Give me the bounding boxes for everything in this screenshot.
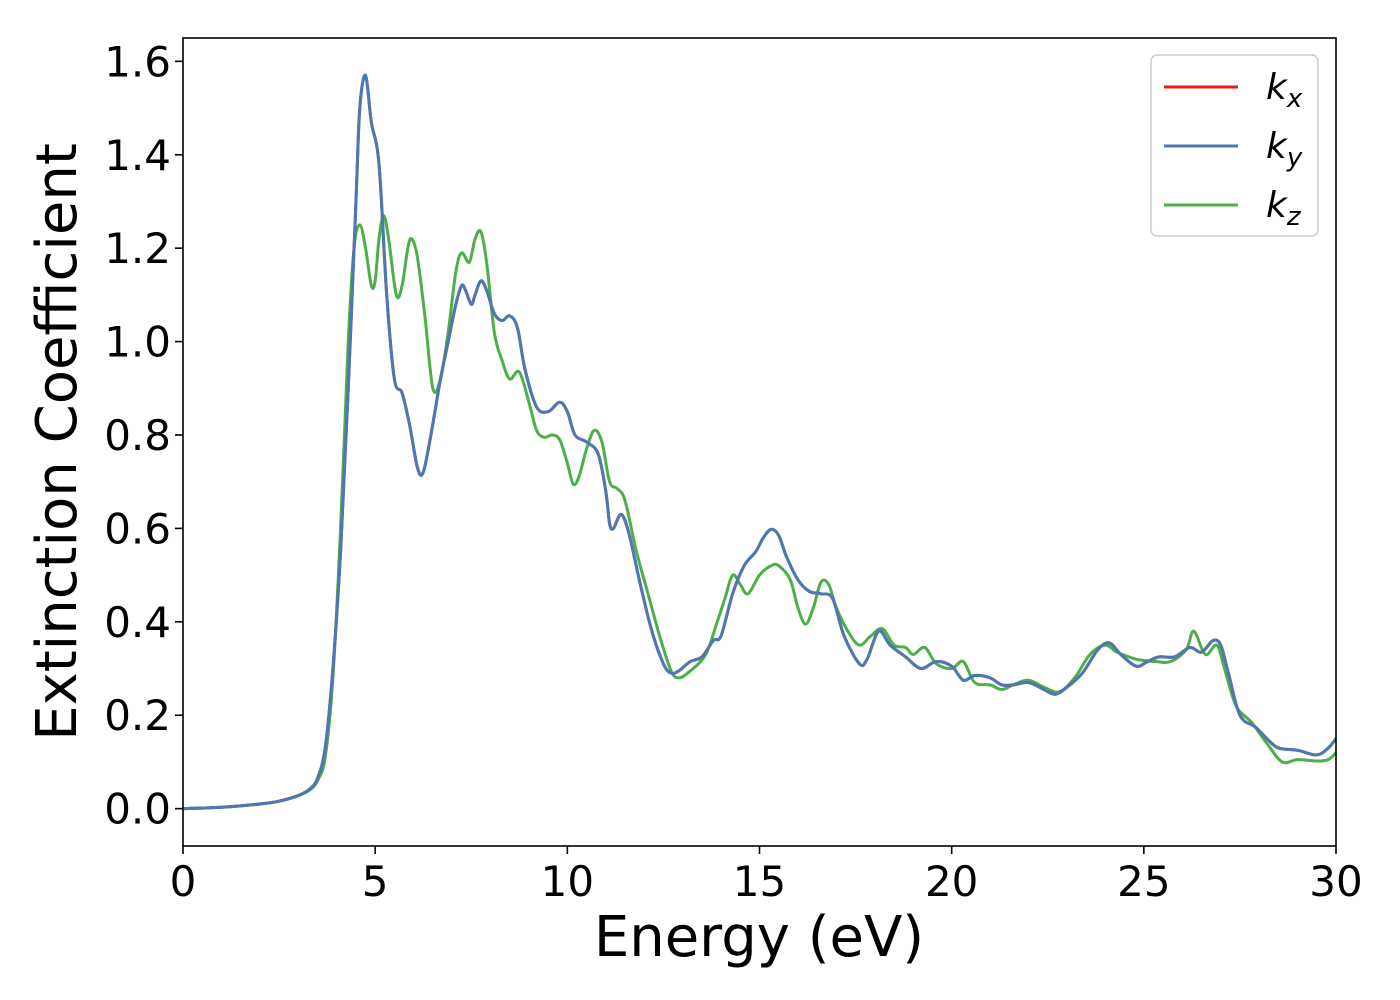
x-axis-title: Energy (eV) [594, 905, 924, 970]
y-tick-label: 1.4 [104, 131, 171, 180]
legend-label: kz [1266, 185, 1302, 232]
y-tick-label: 0.4 [104, 598, 171, 647]
x-axis-ticks: 0 5 10 15 20 25 30 [170, 846, 1363, 906]
y-axis-ticks: 0.0 0.2 0.4 0.6 0.8 1.0 1.2 1.4 1.6 [104, 37, 183, 834]
legend-entry-k-y: ky [1164, 126, 1303, 173]
series-line-k-y [183, 73, 1336, 811]
x-tick-label: 30 [1309, 857, 1362, 906]
x-tick-label: 15 [733, 857, 786, 906]
y-tick-label: 1.2 [104, 224, 171, 273]
y-tick-label: 0.2 [104, 691, 171, 740]
x-tick-label: 10 [541, 857, 594, 906]
x-tick-label: 5 [362, 857, 389, 906]
y-tick-label: 0.8 [104, 411, 171, 460]
y-axis-title: Extinction Coefficient [25, 143, 90, 741]
x-tick-label: 0 [170, 857, 197, 906]
legend-label: ky [1266, 126, 1303, 173]
y-tick-label: 1.6 [104, 37, 171, 86]
legend: kx ky kz [1150, 54, 1319, 237]
x-tick-label: 20 [925, 857, 978, 906]
legend-label: kx [1266, 67, 1303, 114]
y-tick-label: 1.0 [104, 318, 171, 367]
legend-entry-k-z: kz [1164, 185, 1302, 232]
legend-entry-k-x: kx [1164, 67, 1303, 114]
legend-entries: kx ky kz [1164, 67, 1303, 232]
y-tick-label: 0.0 [104, 785, 171, 834]
series-line-k-z [183, 213, 1336, 811]
y-tick-label: 0.6 [104, 504, 171, 553]
series-layer [183, 73, 1336, 811]
x-tick-label: 25 [1117, 857, 1170, 906]
